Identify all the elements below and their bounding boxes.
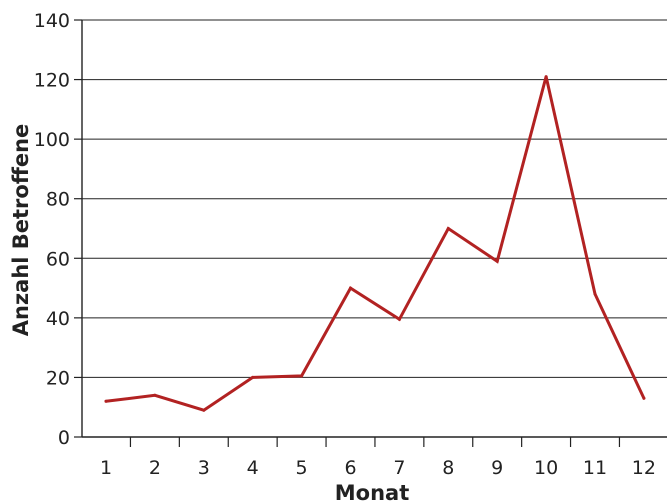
- x-tick-label-9: 9: [491, 457, 503, 479]
- data-point-4: [251, 375, 255, 379]
- y-tick-label-40: 40: [46, 308, 70, 330]
- y-tick-label-80: 80: [46, 189, 70, 211]
- data-point-11: [593, 292, 597, 296]
- y-axis-title: Anzahl Betroffene: [9, 124, 33, 337]
- data-point-6: [349, 286, 352, 290]
- gridlines: [82, 19, 667, 378]
- x-axis-title: Monat: [335, 481, 409, 503]
- y-tick-label-60: 60: [46, 248, 70, 270]
- data-point-12: [642, 396, 646, 400]
- y-tick-label-20: 20: [46, 367, 70, 389]
- y-axis-ticks: 0 20 40 60 80 100 120 140: [34, 10, 82, 449]
- x-tick-label-1: 1: [100, 457, 112, 479]
- y-tick-label-120: 120: [34, 70, 70, 92]
- data-point-2: [153, 393, 157, 397]
- x-tick-label-4: 4: [247, 457, 259, 479]
- x-tick-label-10: 10: [534, 457, 558, 479]
- x-tick-label-11: 11: [583, 457, 607, 479]
- x-tick-label-7: 7: [393, 457, 405, 479]
- x-axis-ticks: 1 2 3 4 5 6 7 8 9 10 11 12: [100, 437, 656, 479]
- data-point-1: [104, 399, 108, 403]
- x-tick-label-5: 5: [296, 457, 308, 479]
- x-tick-label-12: 12: [632, 457, 656, 479]
- x-tick-label-6: 6: [344, 457, 356, 479]
- data-point-9: [495, 259, 499, 263]
- y-tick-label-140: 140: [34, 10, 70, 32]
- x-tick-label-3: 3: [198, 457, 210, 479]
- data-point-3: [202, 408, 206, 412]
- series-line-0: [104, 76, 646, 412]
- x-tick-label-2: 2: [149, 457, 161, 479]
- y-tick-label-0: 0: [58, 427, 70, 449]
- x-tick-label-8: 8: [442, 457, 454, 479]
- series-group: [104, 75, 646, 412]
- data-point-7: [397, 317, 401, 321]
- data-point-5: [300, 374, 304, 378]
- y-tick-label-100: 100: [34, 129, 70, 151]
- data-point-10: [544, 75, 548, 79]
- data-point-8: [446, 227, 450, 230]
